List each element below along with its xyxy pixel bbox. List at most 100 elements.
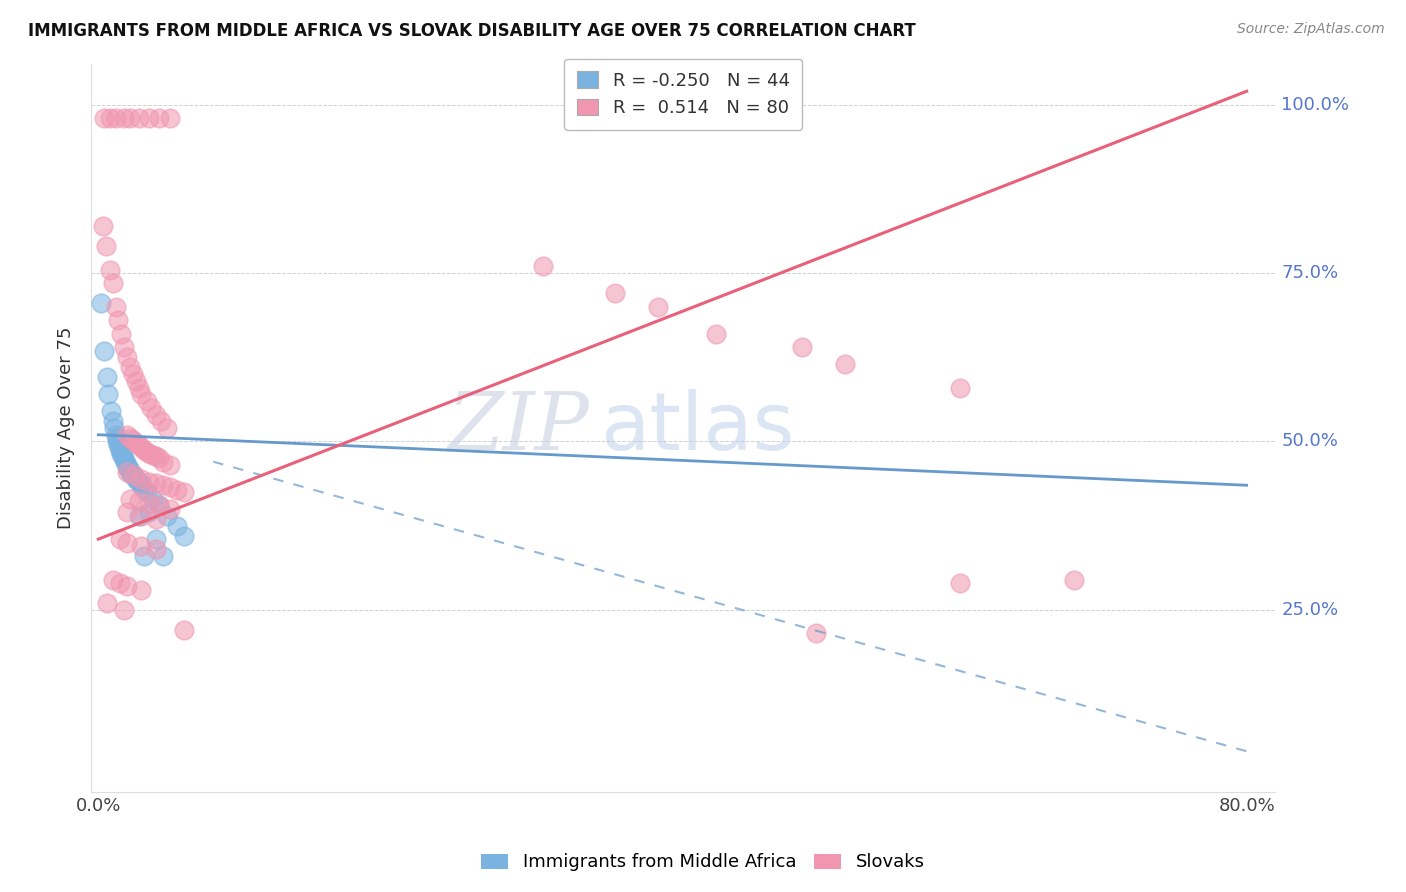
Point xyxy=(145,408,167,422)
Point xyxy=(107,313,129,327)
Point xyxy=(108,440,131,454)
Point xyxy=(138,111,160,125)
Point xyxy=(152,549,174,563)
Point xyxy=(166,483,188,497)
Point xyxy=(704,326,727,341)
Point xyxy=(104,111,127,125)
Point xyxy=(115,351,138,365)
Point xyxy=(145,532,167,546)
Point xyxy=(97,387,120,401)
Point xyxy=(834,357,856,371)
Point xyxy=(131,440,153,454)
Point xyxy=(96,370,118,384)
Point xyxy=(124,435,146,450)
Y-axis label: Disability Age Over 75: Disability Age Over 75 xyxy=(58,326,75,529)
Point xyxy=(104,427,127,442)
Point xyxy=(138,475,160,489)
Point xyxy=(115,535,138,549)
Point xyxy=(128,493,150,508)
Point xyxy=(108,532,131,546)
Point xyxy=(114,456,136,470)
Point xyxy=(948,575,970,590)
Point xyxy=(948,381,970,395)
Point xyxy=(101,276,124,290)
Point xyxy=(117,461,139,475)
Point xyxy=(124,471,146,485)
Point xyxy=(96,596,118,610)
Point xyxy=(112,453,135,467)
Point xyxy=(121,468,143,483)
Point xyxy=(173,623,195,637)
Point xyxy=(94,239,117,253)
Point xyxy=(131,387,153,401)
Point xyxy=(128,475,150,489)
Text: 75.0%: 75.0% xyxy=(1281,264,1339,282)
Point xyxy=(152,478,174,492)
Point xyxy=(173,485,195,500)
Point xyxy=(603,286,626,301)
Point xyxy=(156,421,179,435)
Point xyxy=(115,460,138,475)
Point xyxy=(159,111,181,125)
Point xyxy=(108,575,131,590)
Point xyxy=(145,476,167,491)
Text: 25.0%: 25.0% xyxy=(1281,601,1339,619)
Point xyxy=(131,539,153,553)
Point xyxy=(152,455,174,469)
Legend: R = -0.250   N = 44, R =  0.514   N = 80: R = -0.250 N = 44, R = 0.514 N = 80 xyxy=(564,59,803,129)
Point xyxy=(111,450,134,464)
Point xyxy=(103,421,125,435)
Point xyxy=(142,448,165,462)
Point xyxy=(118,491,141,506)
Point xyxy=(136,485,159,500)
Point xyxy=(104,300,127,314)
Point xyxy=(128,508,150,523)
Point xyxy=(138,496,160,510)
Point xyxy=(115,579,138,593)
Point xyxy=(98,111,121,125)
Point xyxy=(110,447,132,461)
Point xyxy=(131,582,153,597)
Point xyxy=(159,480,181,494)
Point xyxy=(790,340,813,354)
Point xyxy=(105,431,128,445)
Point xyxy=(110,326,132,341)
Point xyxy=(156,508,179,523)
Text: atlas: atlas xyxy=(600,389,794,467)
Point xyxy=(118,431,141,445)
Point xyxy=(121,433,143,447)
Point xyxy=(115,458,138,472)
Text: 50.0%: 50.0% xyxy=(1281,433,1339,450)
Point xyxy=(108,442,131,457)
Text: Source: ZipAtlas.com: Source: ZipAtlas.com xyxy=(1237,22,1385,37)
Point xyxy=(142,491,165,506)
Point xyxy=(145,542,167,557)
Point xyxy=(101,414,124,428)
Point xyxy=(98,262,121,277)
Point xyxy=(134,549,156,563)
Point xyxy=(112,340,135,354)
Point xyxy=(118,111,141,125)
Point xyxy=(131,471,153,485)
Point xyxy=(148,499,170,513)
Point xyxy=(127,473,149,487)
Point xyxy=(101,573,124,587)
Point xyxy=(118,360,141,375)
Point xyxy=(131,478,153,492)
Point xyxy=(148,451,170,466)
Point xyxy=(128,381,150,395)
Point xyxy=(115,505,138,519)
Point xyxy=(173,529,195,543)
Point xyxy=(136,444,159,458)
Point xyxy=(120,467,142,481)
Point xyxy=(93,343,115,358)
Point xyxy=(129,476,152,491)
Point xyxy=(115,465,138,479)
Point xyxy=(148,499,170,513)
Point xyxy=(91,219,114,233)
Point xyxy=(122,468,145,483)
Legend: Immigrants from Middle Africa, Slovaks: Immigrants from Middle Africa, Slovaks xyxy=(474,847,932,879)
Point xyxy=(159,458,181,472)
Point xyxy=(131,508,153,523)
Point xyxy=(138,505,160,519)
